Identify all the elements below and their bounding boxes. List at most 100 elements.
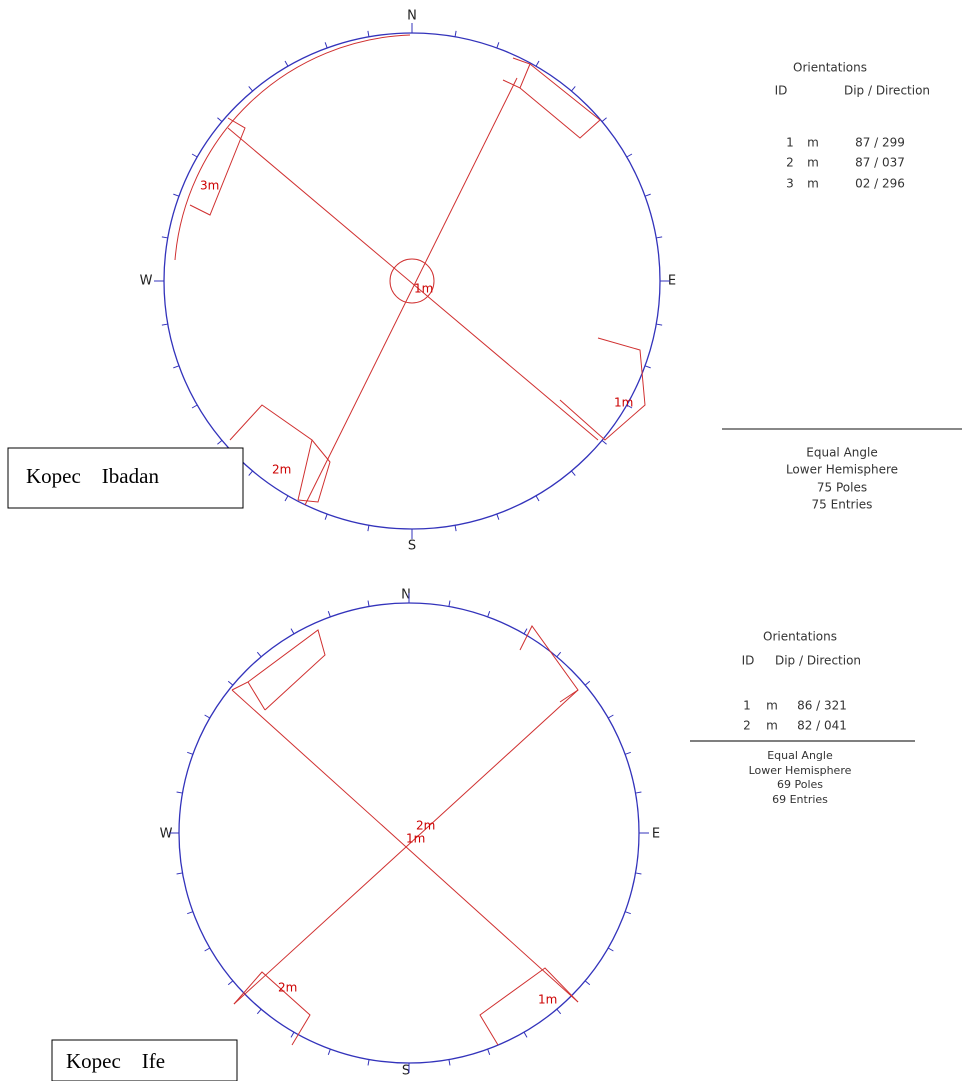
- net-tick: [176, 872, 183, 875]
- net-tick: [248, 470, 253, 476]
- cell: 87 / 299: [855, 136, 905, 150]
- net-tick: [256, 1008, 262, 1015]
- confidence-box: [231, 629, 326, 711]
- net-tick: [454, 30, 457, 37]
- label-box: [7, 447, 244, 509]
- net-tick: [227, 980, 234, 986]
- net-tick: [248, 86, 253, 92]
- header: Dip / Direction: [844, 84, 930, 98]
- net-tick: [571, 470, 576, 476]
- net-tick: [624, 751, 631, 755]
- confidence-box: [229, 404, 313, 501]
- great-circle: [233, 689, 579, 1005]
- cell: 2: [743, 719, 751, 733]
- compass-e: E: [652, 827, 660, 842]
- net-tick: [523, 1031, 528, 1038]
- net-tick: [644, 193, 651, 197]
- net-tick: [176, 791, 183, 794]
- net-tick: [584, 980, 591, 986]
- cell: 1: [743, 699, 751, 713]
- net-tick: [448, 1059, 451, 1066]
- net-tick: [173, 365, 180, 369]
- net-tick: [367, 30, 370, 37]
- plane-label: 1m: [414, 282, 433, 296]
- cell: 86 / 321: [797, 699, 847, 713]
- net-tick: [227, 680, 234, 686]
- compass-w: W: [160, 827, 173, 842]
- cell: m: [766, 699, 778, 713]
- net-tick: [173, 193, 180, 197]
- plane-label: 1m: [538, 993, 557, 1007]
- info: 75 Entries: [812, 498, 873, 512]
- net-tick: [635, 791, 642, 794]
- net-tick: [204, 947, 211, 952]
- cell: 02 / 296: [855, 177, 905, 191]
- net-tick: [161, 236, 168, 239]
- confidence-box: [502, 57, 531, 89]
- net-tick: [187, 911, 194, 915]
- net-tick: [284, 60, 289, 67]
- confidence-box: [519, 625, 579, 703]
- header: ID: [775, 84, 788, 98]
- confidence-box: [559, 337, 646, 441]
- net-tick: [187, 751, 194, 755]
- pole-circle: [389, 258, 435, 304]
- net-tick: [217, 440, 223, 445]
- net-tick: [556, 651, 562, 658]
- plane-label: 3m: [200, 179, 219, 193]
- compass-n: N: [407, 9, 417, 24]
- net-tick: [584, 680, 591, 686]
- compass-w: W: [140, 274, 153, 289]
- cell: m: [807, 136, 819, 150]
- net-tick: [626, 404, 633, 409]
- net-tick: [487, 611, 491, 618]
- net-tick: [571, 86, 576, 92]
- plot-label: Kopec Ibadan: [26, 464, 159, 488]
- header: ID: [742, 654, 755, 668]
- net-tick: [454, 525, 457, 532]
- net-tick: [607, 714, 614, 719]
- net-tick: [324, 42, 328, 49]
- orientations-top: Orientations ID Dip / Direction 1 m 87 /…: [722, 61, 962, 512]
- net-tick: [496, 42, 500, 49]
- net-tick: [367, 1059, 370, 1066]
- cell: m: [807, 177, 819, 191]
- net-tick: [256, 651, 262, 658]
- info: 75 Poles: [817, 481, 867, 495]
- net-tick: [290, 628, 295, 635]
- plane-label: 1m: [406, 832, 425, 846]
- net-tick: [556, 1008, 562, 1015]
- info: 69 Poles: [777, 778, 823, 791]
- net-tick: [324, 513, 328, 520]
- info: 69 Entries: [772, 793, 828, 806]
- confidence-box: [189, 117, 246, 216]
- stereonet-bottom: 2m 1m 2m 1m N W E S: [160, 588, 661, 1079]
- net-tick: [284, 495, 289, 502]
- net-tick: [367, 525, 370, 532]
- cell: 87 / 037: [855, 156, 905, 170]
- label-box: [51, 1039, 238, 1081]
- net-tick: [644, 365, 651, 369]
- net-tick: [523, 628, 528, 635]
- compass-s: S: [408, 539, 416, 554]
- confidence-box: [297, 439, 331, 503]
- net-tick: [327, 1048, 331, 1055]
- great-circle: [231, 689, 579, 1003]
- great-circle: [174, 34, 411, 261]
- info: Lower Hemisphere: [786, 463, 898, 477]
- orientations-bottom: Orientations ID Dip / Direction 1 m 86 /…: [690, 630, 915, 806]
- plane-label: 2m: [416, 819, 435, 833]
- compass-s: S: [402, 1064, 410, 1079]
- net-tick: [448, 600, 451, 607]
- net-tick: [290, 1031, 295, 1038]
- info: Equal Angle: [767, 749, 833, 762]
- orientations-title: Orientations: [793, 61, 867, 75]
- net-tick: [161, 323, 168, 326]
- cell: 3: [786, 177, 794, 191]
- net-tick: [635, 872, 642, 875]
- confidence-box: [247, 681, 266, 711]
- plot-label: Kopec Ife: [66, 1049, 165, 1073]
- net-tick: [367, 600, 370, 607]
- net-tick: [626, 153, 633, 158]
- confidence-box: [479, 967, 579, 1046]
